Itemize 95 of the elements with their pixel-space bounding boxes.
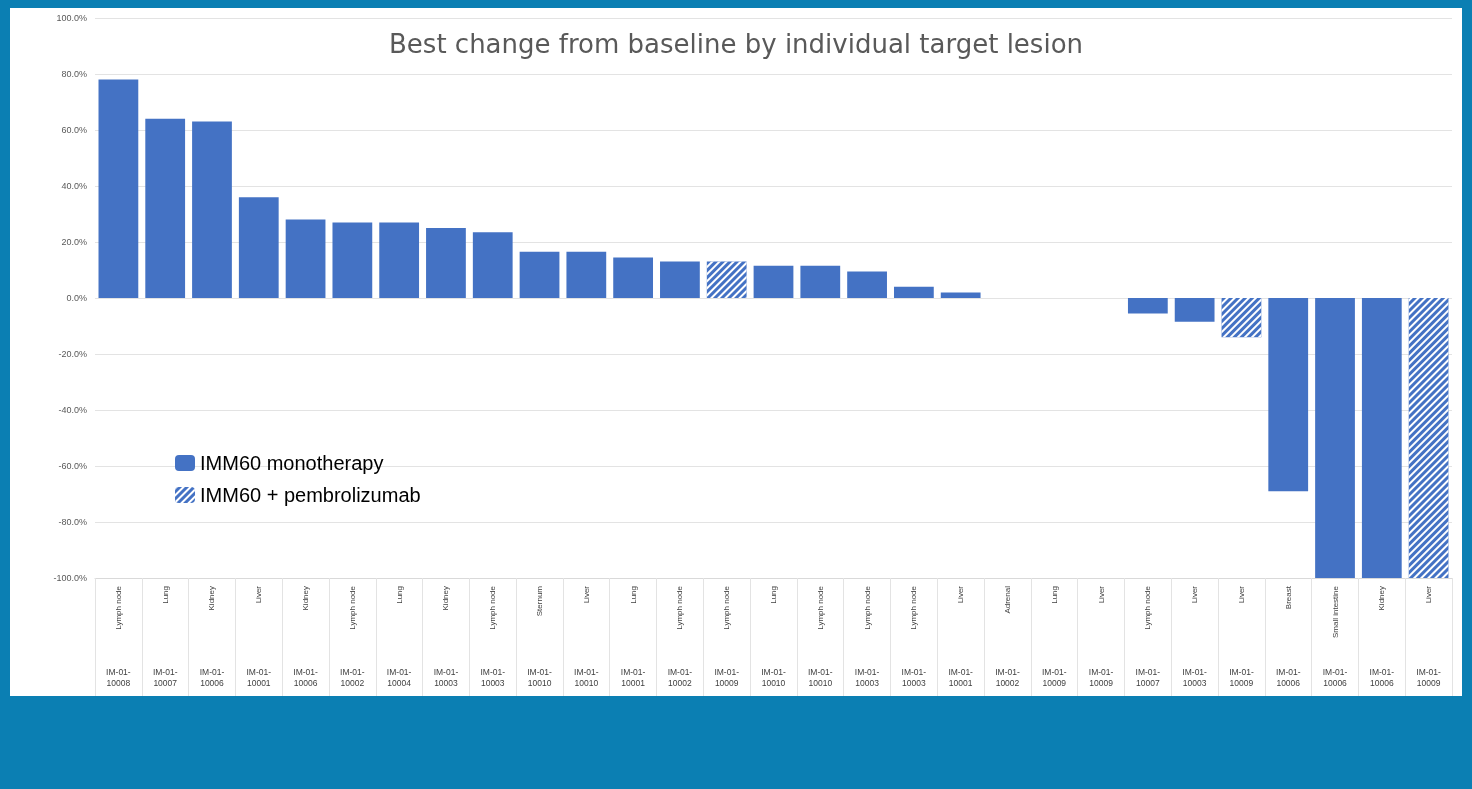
bar: [285, 219, 326, 298]
text: IM-01-10009: [1088, 666, 1114, 688]
x-tick-label: Small intestine: [1330, 585, 1340, 639]
text: IM-01-10006: [1322, 666, 1348, 688]
x-tick-label: Liver: [254, 585, 264, 604]
text: IM-01-10009: [714, 666, 740, 688]
x-tick-label: Lymph node: [347, 585, 357, 630]
y-tick-label: -40.0%: [58, 405, 87, 415]
y-tick-label: 60.0%: [61, 125, 87, 135]
text: IM-01-10003: [854, 666, 880, 688]
bar: [1127, 298, 1168, 314]
bar: [800, 265, 841, 298]
y-tick-label: -80.0%: [58, 517, 87, 527]
text: IM-01-10006: [1369, 666, 1395, 688]
text: IM-01-10002: [340, 666, 365, 688]
text: IM-01-10001: [620, 666, 646, 688]
bar: [660, 261, 700, 298]
x-tick-label: Lymph node: [113, 585, 123, 630]
text: IM-01-10003: [901, 666, 927, 688]
bar: [332, 222, 373, 298]
text: IM-01-10003: [480, 666, 506, 688]
bar: [1268, 298, 1309, 492]
x-tick-label: Lymph node: [862, 585, 872, 630]
text: IM-01-10006: [293, 666, 319, 688]
text: IM-01-10004: [386, 666, 412, 688]
bar: [1361, 298, 1402, 578]
text: IM-01-10002: [667, 666, 693, 688]
y-tick-label: -20.0%: [58, 349, 87, 359]
y-tick-label: 80.0%: [61, 69, 87, 79]
legend-label: IMM60 monotherapy: [200, 452, 384, 474]
x-tick-label: Liver: [1236, 585, 1246, 604]
bar: [238, 197, 279, 298]
text: IM-01-10010: [527, 666, 552, 688]
x-tick-label: Liver: [1190, 585, 1200, 604]
chart-title: Best change from baseline by individual target lesion: [388, 29, 1084, 59]
bar: [426, 228, 466, 298]
x-tick-label: Liver: [956, 585, 966, 604]
x-tick-label: Lung: [394, 586, 404, 604]
y-tick-label: 0.0%: [66, 293, 87, 303]
x-tick-label: Liver: [1424, 585, 1434, 604]
x-tick-label: Lung: [1049, 586, 1059, 604]
x-tick-label: Kidney: [207, 586, 217, 611]
text: IM-01-10007: [152, 666, 178, 688]
text: IM-01-10009: [1041, 666, 1067, 688]
text: IM-01-10009: [1416, 666, 1442, 688]
bar: [753, 265, 794, 298]
text: IM-01-10010: [574, 666, 599, 688]
bar: [566, 251, 607, 298]
text: IM-01-10010: [761, 666, 786, 688]
text: IM-01-10006: [199, 666, 225, 688]
text: IM-01-10006: [1275, 666, 1301, 688]
bar: [192, 121, 232, 298]
bar: [847, 271, 887, 298]
bar: [145, 118, 186, 298]
x-tick-label: Sternum: [535, 585, 545, 617]
x-tick-label: Liver: [581, 585, 591, 604]
x-tick-label: Adrenal: [1002, 585, 1012, 614]
legend-label: IMM60 + pembrolizumab: [200, 484, 421, 506]
bar: [613, 257, 654, 298]
x-tick-label: Lymph node: [675, 585, 685, 630]
text: IM-01-10010: [808, 666, 833, 688]
bar: [519, 251, 560, 298]
y-tick-label: 100.0%: [56, 13, 87, 23]
x-tick-label: Lymph node: [722, 585, 732, 630]
y-tick-label: 20.0%: [61, 237, 87, 247]
text: IM-01-10001: [246, 666, 272, 688]
x-tick-label: Lung: [160, 586, 170, 604]
bar: [472, 232, 513, 298]
x-tick-label: Lymph node: [909, 585, 919, 630]
x-tick-label: Breast: [1283, 585, 1293, 610]
text: IM-01-10001: [948, 666, 974, 688]
text: IM-01-10009: [1229, 666, 1254, 688]
bar: [940, 292, 981, 298]
x-tick-label: Kidney: [1377, 586, 1387, 611]
bar: [1174, 298, 1215, 322]
y-tick-label: 40.0%: [61, 181, 87, 191]
x-tick-label: Kidney: [301, 586, 311, 611]
bar: [98, 79, 139, 298]
x-tick-label: Lung: [769, 586, 778, 604]
text: IM-01-10008: [106, 666, 131, 688]
x-tick-label: Liver: [1096, 585, 1106, 604]
bar: [893, 286, 934, 298]
y-tick-label: -60.0%: [58, 461, 87, 471]
x-tick-label: Lymph node: [1143, 585, 1153, 630]
x-tick-label: Lymph node: [815, 585, 825, 630]
text: IM-01-10003: [1182, 666, 1208, 688]
bar: [379, 222, 420, 298]
text: IM-01-10003: [433, 666, 459, 688]
text: IM-01-10002: [995, 666, 1020, 688]
bar: [1315, 298, 1355, 578]
x-tick-label: Lung: [628, 586, 638, 604]
y-tick-label: -100.0%: [53, 573, 87, 583]
x-tick-label: Kidney: [441, 586, 451, 611]
text: IM-01-10007: [1135, 666, 1161, 688]
x-tick-label: Lymph node: [488, 585, 498, 630]
